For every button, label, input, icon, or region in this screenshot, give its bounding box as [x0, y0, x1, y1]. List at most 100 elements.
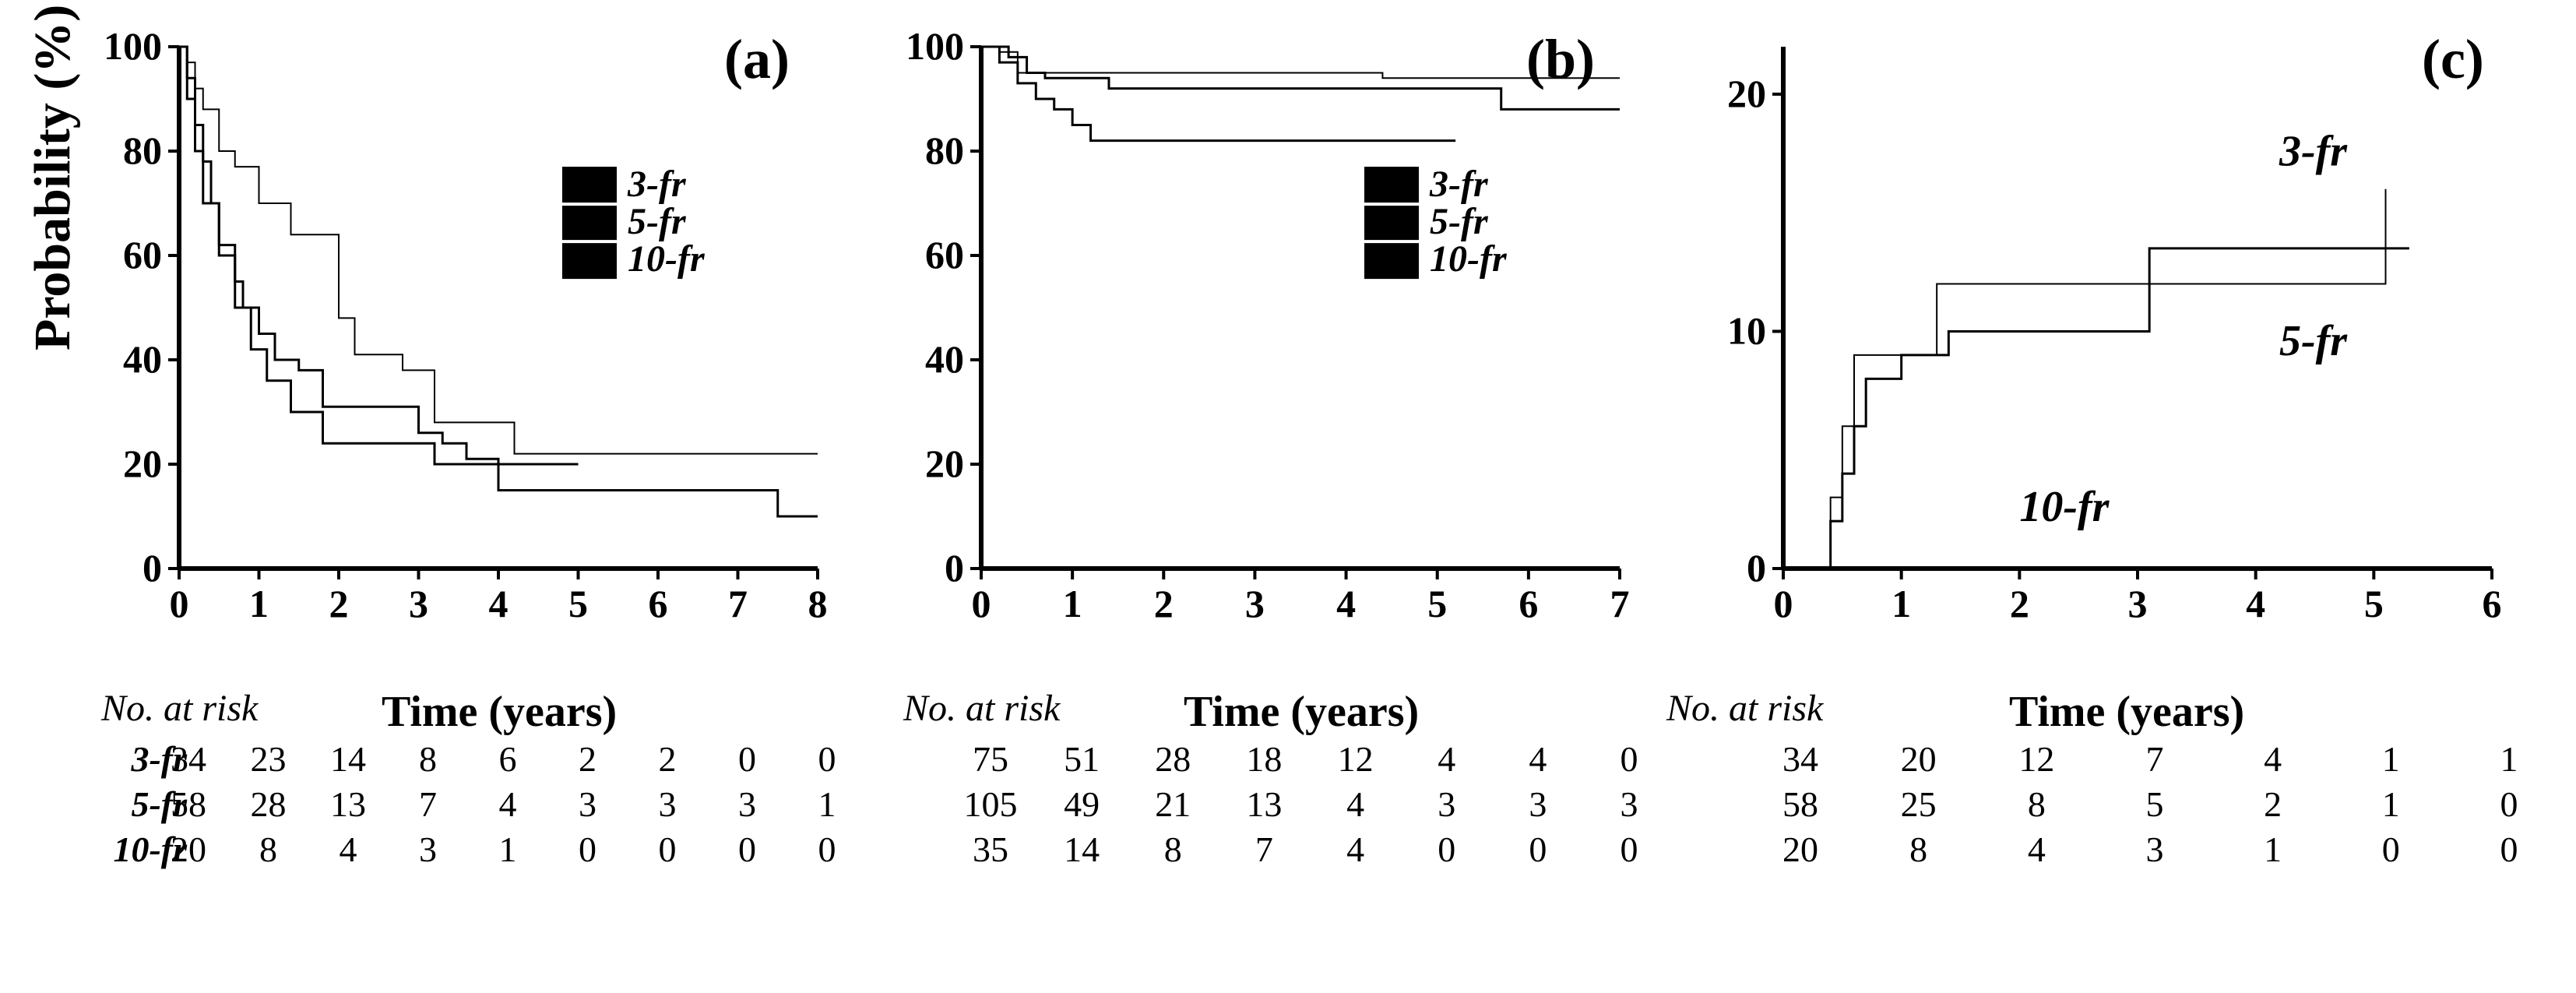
svg-text:20: 20 — [925, 442, 964, 485]
svg-text:2: 2 — [2010, 582, 2029, 625]
panel-a-plot: 0204060801000123456783-fr5-fr10-fr — [93, 31, 841, 639]
risk-cell: 3 — [1420, 783, 1474, 825]
svg-text:5: 5 — [2364, 582, 2384, 625]
panel-b-xlabel: Time (years) — [1184, 687, 1419, 737]
risk-cell: 7 — [401, 783, 456, 825]
risk-cell: 49 — [1054, 783, 1109, 825]
panel-b-risk-table: 755128181244010549211343333514874000 — [896, 738, 1656, 874]
risk-cell: 4 — [1420, 738, 1474, 780]
risk-cell: 12 — [2009, 738, 2064, 780]
panel-a-xlabel: Time (years) — [382, 687, 617, 737]
risk-cell: 14 — [321, 738, 375, 780]
svg-text:4: 4 — [489, 582, 509, 625]
risk-cell: 3 — [401, 829, 456, 870]
svg-text:10-fr: 10-fr — [1430, 238, 1508, 280]
svg-text:40: 40 — [925, 337, 964, 381]
svg-text:1: 1 — [249, 582, 269, 625]
svg-text:1: 1 — [1892, 582, 1911, 625]
panel-c-risk-table: 342012741158258521020843100 — [1705, 738, 2536, 874]
risk-cell: 7 — [1237, 829, 1291, 870]
y-axis-label: Probability (%) — [23, 5, 83, 350]
svg-text:0: 0 — [1747, 546, 1766, 590]
svg-text:6: 6 — [649, 582, 668, 625]
risk-cell: 1 — [2363, 738, 2418, 780]
risk-cell: 28 — [1145, 738, 1200, 780]
risk-cell: 35 — [963, 829, 1018, 870]
risk-cell: 20 — [1892, 738, 1946, 780]
risk-cell: 58 — [161, 783, 216, 825]
panel-a-risk-header: No. at risk — [101, 687, 258, 730]
risk-cell: 2 — [2246, 783, 2300, 825]
risk-cell: 1 — [480, 829, 535, 870]
risk-cell: 1 — [2363, 783, 2418, 825]
risk-cell: 58 — [1773, 783, 1828, 825]
panel-b-risk-header: No. at risk — [903, 687, 1060, 730]
risk-cell: 105 — [963, 783, 1018, 825]
risk-cell: 25 — [1892, 783, 1946, 825]
svg-text:7: 7 — [728, 582, 748, 625]
panel-c-letter: (c) — [2422, 27, 2484, 92]
svg-text:20: 20 — [1727, 72, 1766, 115]
svg-text:20: 20 — [123, 442, 162, 485]
panel-c: (c) 0102001234563-fr5-fr10-fr Time (year… — [1698, 31, 2515, 639]
risk-cell: 12 — [1328, 738, 1383, 780]
risk-cell: 18 — [1237, 738, 1291, 780]
svg-text:3: 3 — [409, 582, 428, 625]
risk-cell: 4 — [1511, 738, 1565, 780]
svg-text:0: 0 — [1774, 582, 1793, 625]
risk-cell: 8 — [401, 738, 456, 780]
risk-cell: 13 — [1237, 783, 1291, 825]
risk-cell: 7 — [2127, 738, 2182, 780]
risk-cell: 4 — [2246, 738, 2300, 780]
risk-cell: 0 — [2363, 829, 2418, 870]
svg-text:100: 100 — [104, 31, 162, 68]
risk-cell: 0 — [720, 738, 775, 780]
risk-cell: 1 — [800, 783, 854, 825]
svg-text:100: 100 — [906, 31, 964, 68]
risk-cell: 3 — [561, 783, 615, 825]
svg-text:3: 3 — [2128, 582, 2148, 625]
km-figure: Probability (%) (a) 02040608010001234567… — [16, 16, 2576, 977]
svg-text:1: 1 — [1063, 582, 1082, 625]
svg-text:4: 4 — [1336, 582, 1356, 625]
svg-text:0: 0 — [170, 582, 189, 625]
risk-cell: 0 — [1602, 829, 1656, 870]
svg-text:0: 0 — [143, 546, 162, 590]
svg-text:2: 2 — [329, 582, 349, 625]
svg-text:60: 60 — [925, 233, 964, 276]
risk-cell: 3 — [1511, 783, 1565, 825]
risk-cell: 2 — [561, 738, 615, 780]
risk-cell: 23 — [241, 738, 296, 780]
risk-cell: 0 — [2482, 783, 2536, 825]
svg-text:3: 3 — [1245, 582, 1265, 625]
svg-text:8: 8 — [808, 582, 828, 625]
risk-cell: 0 — [561, 829, 615, 870]
panel-b: (b) 020406080100012345673-fr5-fr10-fr Ti… — [896, 31, 1659, 639]
panel-a-risk-table: 3-fr3423148622005-fr58281374333110-fr208… — [93, 738, 854, 874]
risk-cell: 21 — [1145, 783, 1200, 825]
risk-cell: 0 — [720, 829, 775, 870]
svg-text:10-fr: 10-fr — [2019, 483, 2110, 531]
svg-text:5: 5 — [1427, 582, 1447, 625]
risk-cell: 0 — [800, 829, 854, 870]
svg-text:3-fr: 3-fr — [1429, 164, 1489, 205]
svg-text:10: 10 — [1727, 308, 1766, 352]
risk-cell: 20 — [161, 829, 216, 870]
svg-text:5-fr: 5-fr — [1430, 201, 1489, 242]
svg-text:4: 4 — [2246, 582, 2265, 625]
risk-cell: 0 — [2482, 829, 2536, 870]
panel-c-plot: 0102001234563-fr5-fr10-fr — [1698, 31, 2515, 639]
risk-cell: 0 — [1420, 829, 1474, 870]
risk-cell: 1 — [2246, 829, 2300, 870]
risk-cell: 1 — [2482, 738, 2536, 780]
risk-cell: 14 — [1054, 829, 1109, 870]
risk-cell: 28 — [241, 783, 296, 825]
risk-cell: 3 — [1602, 783, 1656, 825]
panel-b-letter: (b) — [1526, 27, 1595, 92]
svg-text:0: 0 — [945, 546, 964, 590]
svg-text:3-fr: 3-fr — [2279, 127, 2348, 175]
risk-cell: 34 — [161, 738, 216, 780]
risk-cell: 4 — [480, 783, 535, 825]
svg-text:6: 6 — [1519, 582, 1538, 625]
risk-cell: 2 — [640, 738, 695, 780]
